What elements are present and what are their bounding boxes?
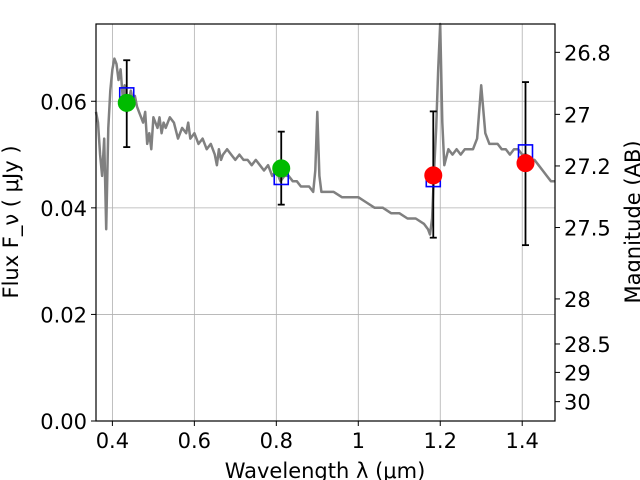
x-axis-ticks: 0.4 0.6 0.8 1 1.2 1.4 xyxy=(96,421,539,453)
right-axis-ticks: 26.8 27 27.2 27.5 28 28.5 29 30 xyxy=(555,41,611,415)
x-tick-label: 1 xyxy=(352,429,365,453)
right-tick-label: 30 xyxy=(564,391,591,415)
x-tick-label: 0.8 xyxy=(260,429,293,453)
right-tick-label: 29 xyxy=(564,361,591,385)
right-tick-label: 28.5 xyxy=(564,333,611,357)
right-tick-label: 27.2 xyxy=(564,155,611,179)
y-tick-label: 0.04 xyxy=(40,197,87,221)
spectrum-series xyxy=(94,22,555,236)
right-tick-label: 27.5 xyxy=(564,217,611,241)
y-tick-label: 0.06 xyxy=(40,90,87,114)
x-tick-label: 1.2 xyxy=(424,429,457,453)
right-tick-label: 28 xyxy=(564,288,591,312)
x-tick-label: 0.4 xyxy=(96,429,129,453)
model-points xyxy=(118,87,534,188)
x-axis-label: Wavelength λ (μm) xyxy=(225,459,426,480)
y-axis-ticks: 0.00 0.02 0.04 0.06 xyxy=(40,90,96,434)
spectrum-line xyxy=(94,22,555,236)
observed-point xyxy=(516,154,535,173)
observed-point xyxy=(424,166,443,185)
y-axis-label: Flux F_ν ( μJy ) xyxy=(0,145,24,298)
error-bars xyxy=(123,59,529,247)
y-tick-label: 0.00 xyxy=(40,410,87,434)
x-tick-label: 0.6 xyxy=(178,429,211,453)
right-tick-label: 27 xyxy=(564,103,591,127)
right-axis-label: Magnitude (AB) xyxy=(621,140,640,303)
right-tick-label: 26.8 xyxy=(564,41,611,65)
x-tick-label: 1.4 xyxy=(506,429,539,453)
observed-points xyxy=(117,93,535,185)
observed-point xyxy=(117,93,136,112)
grid-lines xyxy=(96,24,555,422)
y-tick-label: 0.02 xyxy=(40,303,87,327)
observed-point xyxy=(272,159,291,178)
plot-frame xyxy=(95,23,556,422)
